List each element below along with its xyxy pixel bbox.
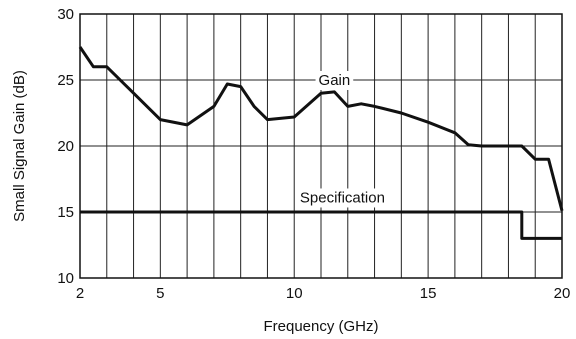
x-tick-label: 10	[286, 285, 303, 302]
series-line-specification	[80, 210, 562, 240]
y-tick-labels: 10 15 20 25 30	[57, 6, 74, 287]
y-tick-label: 20	[57, 138, 74, 155]
x-axis-label: Frequency (GHz)	[263, 318, 378, 335]
y-tick-label: 15	[57, 204, 74, 221]
x-tick-label: 15	[420, 285, 437, 302]
annotation-specification: Specification	[300, 189, 385, 206]
x-tick-label: 5	[156, 285, 164, 302]
plot-frame	[79, 13, 563, 279]
series-line-gain	[78, 46, 564, 212]
x-tick-labels: 2 5 10 15 20	[76, 285, 571, 302]
y-tick-label: 10	[57, 270, 74, 287]
x-tick-label: 20	[554, 285, 571, 302]
annotation-gain: Gain	[319, 72, 351, 89]
y-tick-label: 25	[57, 72, 74, 89]
annotations: Gain Specification	[296, 71, 388, 208]
annotation-gain-background	[315, 71, 354, 90]
x-tick-label: 2	[76, 285, 84, 302]
y-axis-label: Small Signal Gain (dB)	[11, 70, 28, 222]
y-tick-label: 30	[57, 6, 74, 23]
series-lines	[78, 46, 564, 240]
annotation-specification-background	[296, 188, 388, 208]
